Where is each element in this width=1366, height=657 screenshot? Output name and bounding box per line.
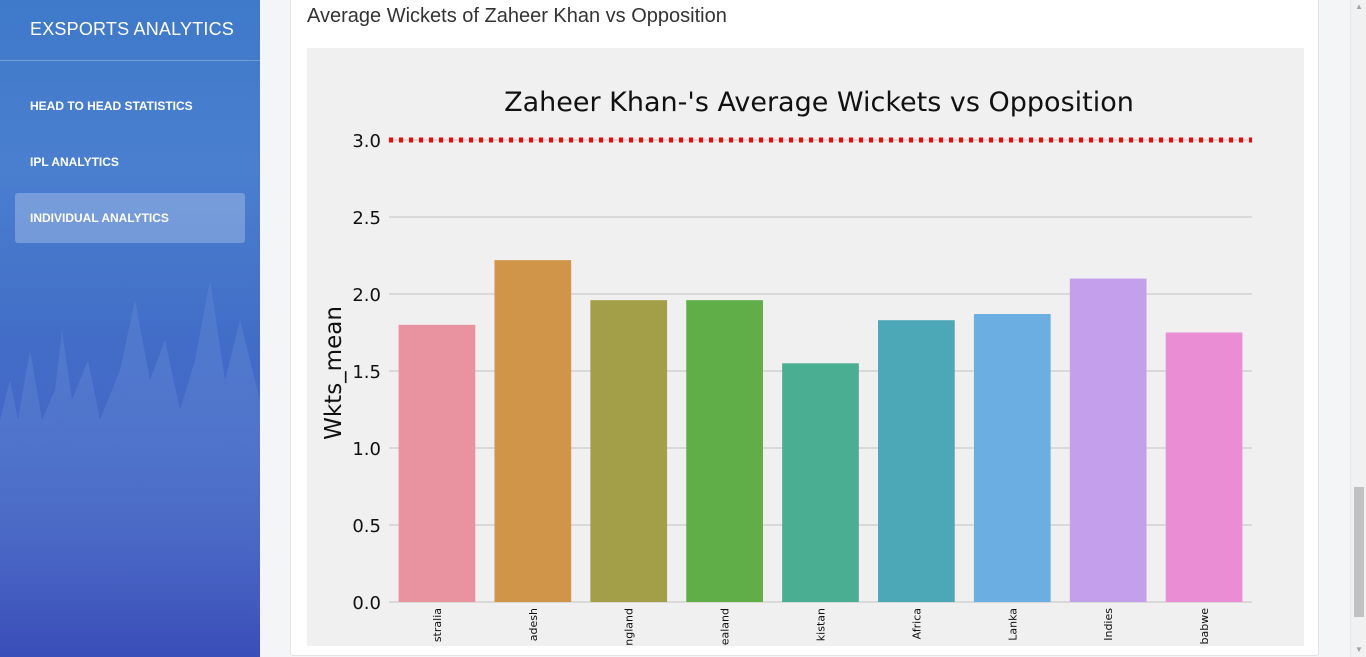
sidebar-nav: HEAD TO HEAD STATISTICS IPL ANALYTICS IN… [0,61,260,243]
y-tick-label: 2.5 [352,208,381,229]
x-tick-label: kistan [815,608,828,641]
bar [686,300,763,602]
bar [782,363,859,602]
bar [590,300,668,602]
card-title: Average Wickets of Zaheer Khan vs Opposi… [307,5,727,27]
chart-title: Zaheer Khan-'s Average Wickets vs Opposi… [504,87,1134,118]
y-tick-label: 1.0 [352,439,381,460]
x-tick-label: babwe [1198,608,1211,645]
page-scrollbar[interactable]: ▲ ▼ [1350,0,1366,657]
bar-chart: Zaheer Khan-'s Average Wickets vs Opposi… [307,48,1304,646]
y-tick-label: 0.0 [352,593,381,614]
y-tick-label: 1.5 [352,362,381,383]
forest-background-image [0,280,260,657]
y-axis-label: Wkts_mean [321,306,347,440]
bar [1165,332,1243,602]
bar [398,324,476,602]
y-tick-label: 3.0 [352,131,381,152]
scroll-thumb[interactable] [1354,487,1364,617]
bar [973,314,1051,602]
bar [878,320,955,602]
y-tick-label: 0.5 [352,516,381,537]
sidebar-item-individual-analytics[interactable]: INDIVIDUAL ANALYTICS [15,193,245,243]
main-content: Average Wickets of Zaheer Khan vs Opposi… [260,0,1350,657]
chart-card: Average Wickets of Zaheer Khan vs Opposi… [290,0,1319,656]
brand-title[interactable]: EXSPORTS ANALYTICS [0,0,260,61]
y-tick-label: 2.0 [352,285,381,306]
sidebar-item-head-to-head[interactable]: HEAD TO HEAD STATISTICS [30,99,193,113]
x-tick-label: stralia [431,608,444,642]
sidebar: EXSPORTS ANALYTICS HEAD TO HEAD STATISTI… [0,0,260,657]
x-tick-label: ealand [719,608,732,645]
scroll-down-arrow-icon[interactable]: ▼ [1355,645,1363,654]
bar [494,260,572,602]
x-tick-label: Africa [910,608,923,639]
scroll-up-arrow-icon[interactable]: ▲ [1355,2,1363,11]
bar [1069,278,1147,602]
sidebar-item-ipl-analytics[interactable]: IPL ANALYTICS [30,155,119,169]
x-tick-label: Lanka [1006,608,1019,641]
x-tick-label: adesh [527,608,540,641]
x-tick-label: Indies [1102,608,1115,641]
x-tick-label: ngland [623,608,636,646]
